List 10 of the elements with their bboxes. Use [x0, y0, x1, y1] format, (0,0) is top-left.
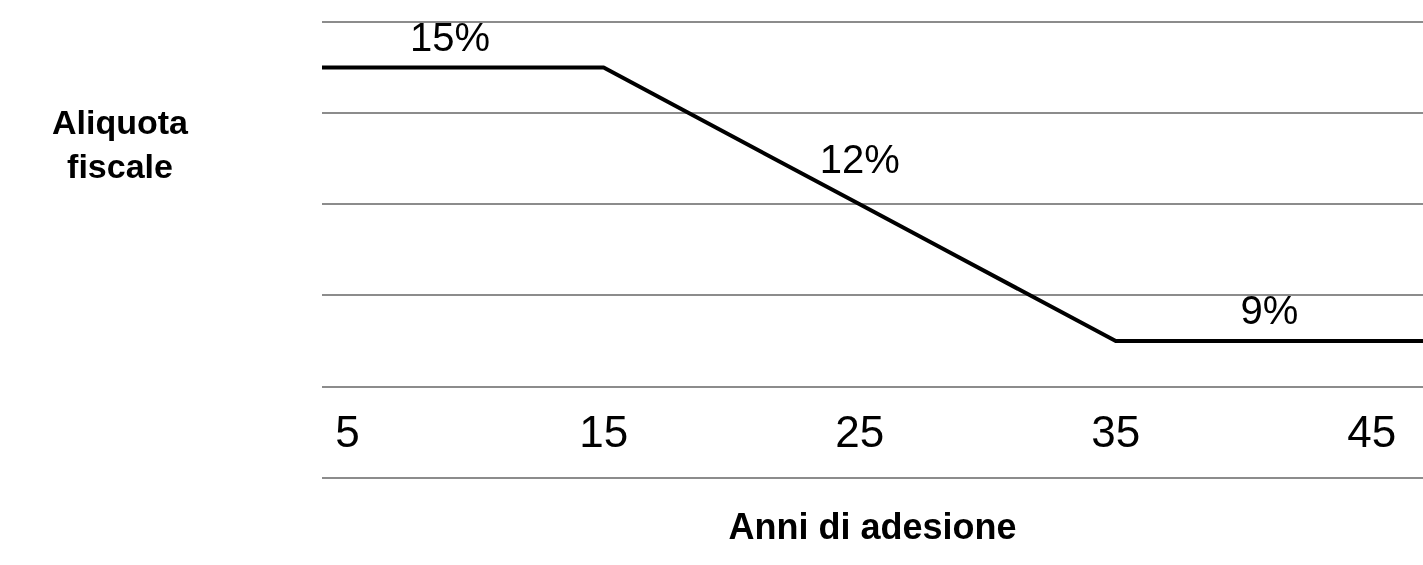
y-axis-title: Aliquota fiscale	[51, 102, 189, 187]
x-tick-label: 15	[579, 406, 629, 456]
data-label: 9%	[1240, 288, 1299, 333]
x-tick-label: 5	[335, 406, 360, 456]
x-tick-label: 45	[1347, 406, 1397, 456]
data-label: 12%	[819, 137, 900, 182]
x-axis-title: Anni di adesione	[728, 506, 1017, 548]
data-label: 15%	[409, 14, 491, 59]
x-tick-label: 25	[835, 406, 885, 456]
x-tick-label: 35	[1091, 406, 1141, 456]
